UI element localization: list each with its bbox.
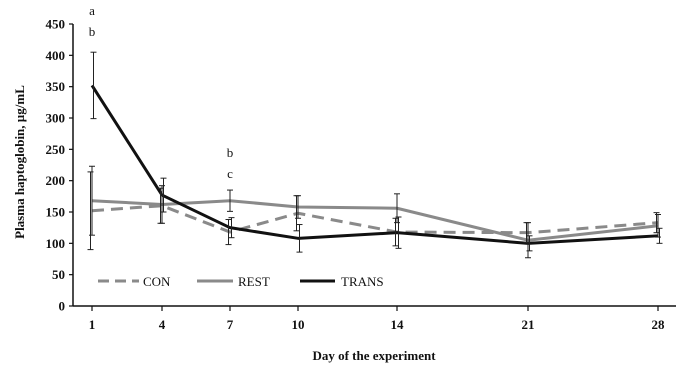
y-axis-title: Plasma haptoglobin, µg/mL bbox=[12, 85, 27, 239]
y-tick-label: 350 bbox=[46, 79, 66, 94]
x-tick-label: 28 bbox=[652, 317, 666, 332]
x-axis-title: Day of the experiment bbox=[312, 348, 436, 363]
x-tick-label: 21 bbox=[522, 317, 535, 332]
significance-letter: b bbox=[227, 145, 234, 160]
y-tick-label: 450 bbox=[46, 17, 66, 32]
x-tick-label: 10 bbox=[292, 317, 305, 332]
y-tick-label: 150 bbox=[46, 205, 66, 220]
x-tick-label: 4 bbox=[159, 317, 166, 332]
y-tick-label: 0 bbox=[59, 299, 66, 314]
x-tick-label: 14 bbox=[391, 317, 405, 332]
significance-letter: a bbox=[89, 3, 95, 18]
significance-letter: c bbox=[227, 166, 233, 181]
legend-label-trans: TRANS bbox=[341, 274, 384, 289]
y-tick-label: 100 bbox=[46, 236, 66, 251]
series-line-con bbox=[91, 204, 659, 235]
significance-letter: b bbox=[89, 24, 96, 39]
x-tick-label: 7 bbox=[227, 317, 234, 332]
x-tick-label: 1 bbox=[89, 317, 96, 332]
y-tick-label: 250 bbox=[46, 142, 66, 157]
y-tick-label: 300 bbox=[46, 111, 66, 126]
y-tick-label: 400 bbox=[46, 48, 66, 63]
y-tick-label: 200 bbox=[46, 173, 66, 188]
legend-label-rest: REST bbox=[238, 274, 270, 289]
y-tick-label: 50 bbox=[52, 267, 65, 282]
legend-label-con: CON bbox=[143, 274, 171, 289]
series-line-trans bbox=[90, 84, 659, 245]
